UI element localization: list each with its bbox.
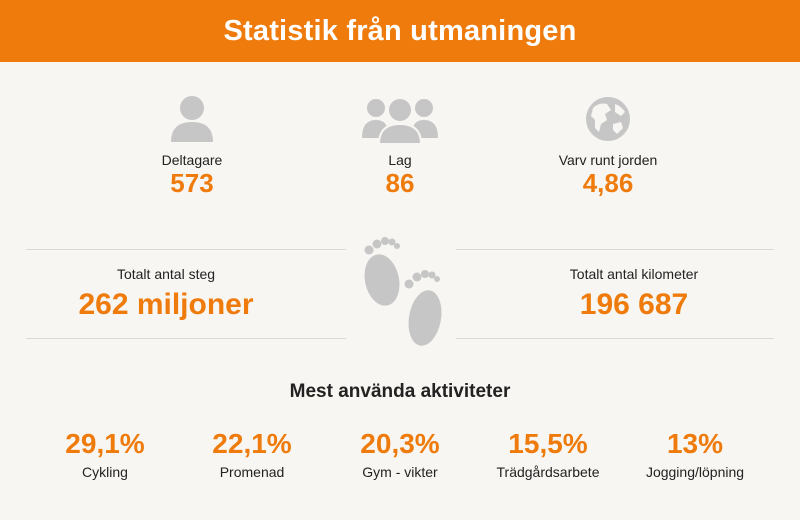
total-steps: Totalt antal steg 262 miljoner xyxy=(46,266,286,322)
page-title: Statistik från utmaningen xyxy=(223,14,577,47)
activity-name: Promenad xyxy=(219,464,285,480)
stat-value: 573 xyxy=(170,168,214,198)
activity-item: 29,1% Cykling xyxy=(35,428,175,480)
activity-percent: 22,1% xyxy=(212,428,292,459)
stat-value: 86 xyxy=(385,168,415,198)
activity-percent: 13% xyxy=(666,428,724,459)
total-steps-value: 262 miljoner xyxy=(78,288,254,321)
stat-value: 4,86 xyxy=(582,168,634,198)
divider xyxy=(26,249,346,250)
total-km: Totalt antal kilometer 196 687 xyxy=(514,266,754,322)
divider xyxy=(26,338,346,339)
total-steps-label: Totalt antal steg xyxy=(116,266,216,282)
divider xyxy=(456,249,774,250)
globe-icon xyxy=(586,97,630,141)
activity-name: Gym - vikter xyxy=(362,464,438,480)
footprints-icon xyxy=(364,237,442,346)
stat-teams: Lag 86 xyxy=(300,94,500,198)
total-km-value: 196 687 xyxy=(579,288,689,321)
person-icon xyxy=(171,96,213,142)
stat-label: Deltagare xyxy=(161,152,223,168)
activity-name: Cykling xyxy=(82,464,128,480)
group-icon xyxy=(362,97,438,144)
total-km-label: Totalt antal kilometer xyxy=(569,266,699,282)
stat-label: Lag xyxy=(388,152,412,168)
activity-percent: 29,1% xyxy=(65,428,145,459)
activity-item: 20,3% Gym - vikter xyxy=(330,428,470,480)
activities-title: Mest använda aktiviteter xyxy=(289,381,511,402)
activity-name: Jogging/löpning xyxy=(645,464,745,480)
activity-item: 22,1% Promenad xyxy=(182,428,322,480)
activity-item: 15,5% Trädgårdsarbete xyxy=(478,428,618,480)
stat-participants: Deltagare 573 xyxy=(92,94,292,198)
activity-name: Trädgårdsarbete xyxy=(496,464,600,480)
activity-percent: 20,3% xyxy=(360,428,440,459)
divider xyxy=(456,338,774,339)
activity-percent: 15,5% xyxy=(508,428,588,459)
stat-label: Varv runt jorden xyxy=(558,152,658,168)
page-header: Statistik från utmaningen xyxy=(0,0,800,62)
stat-laps: Varv runt jorden 4,86 xyxy=(508,94,708,198)
activity-item: 13% Jogging/löpning xyxy=(625,428,765,480)
